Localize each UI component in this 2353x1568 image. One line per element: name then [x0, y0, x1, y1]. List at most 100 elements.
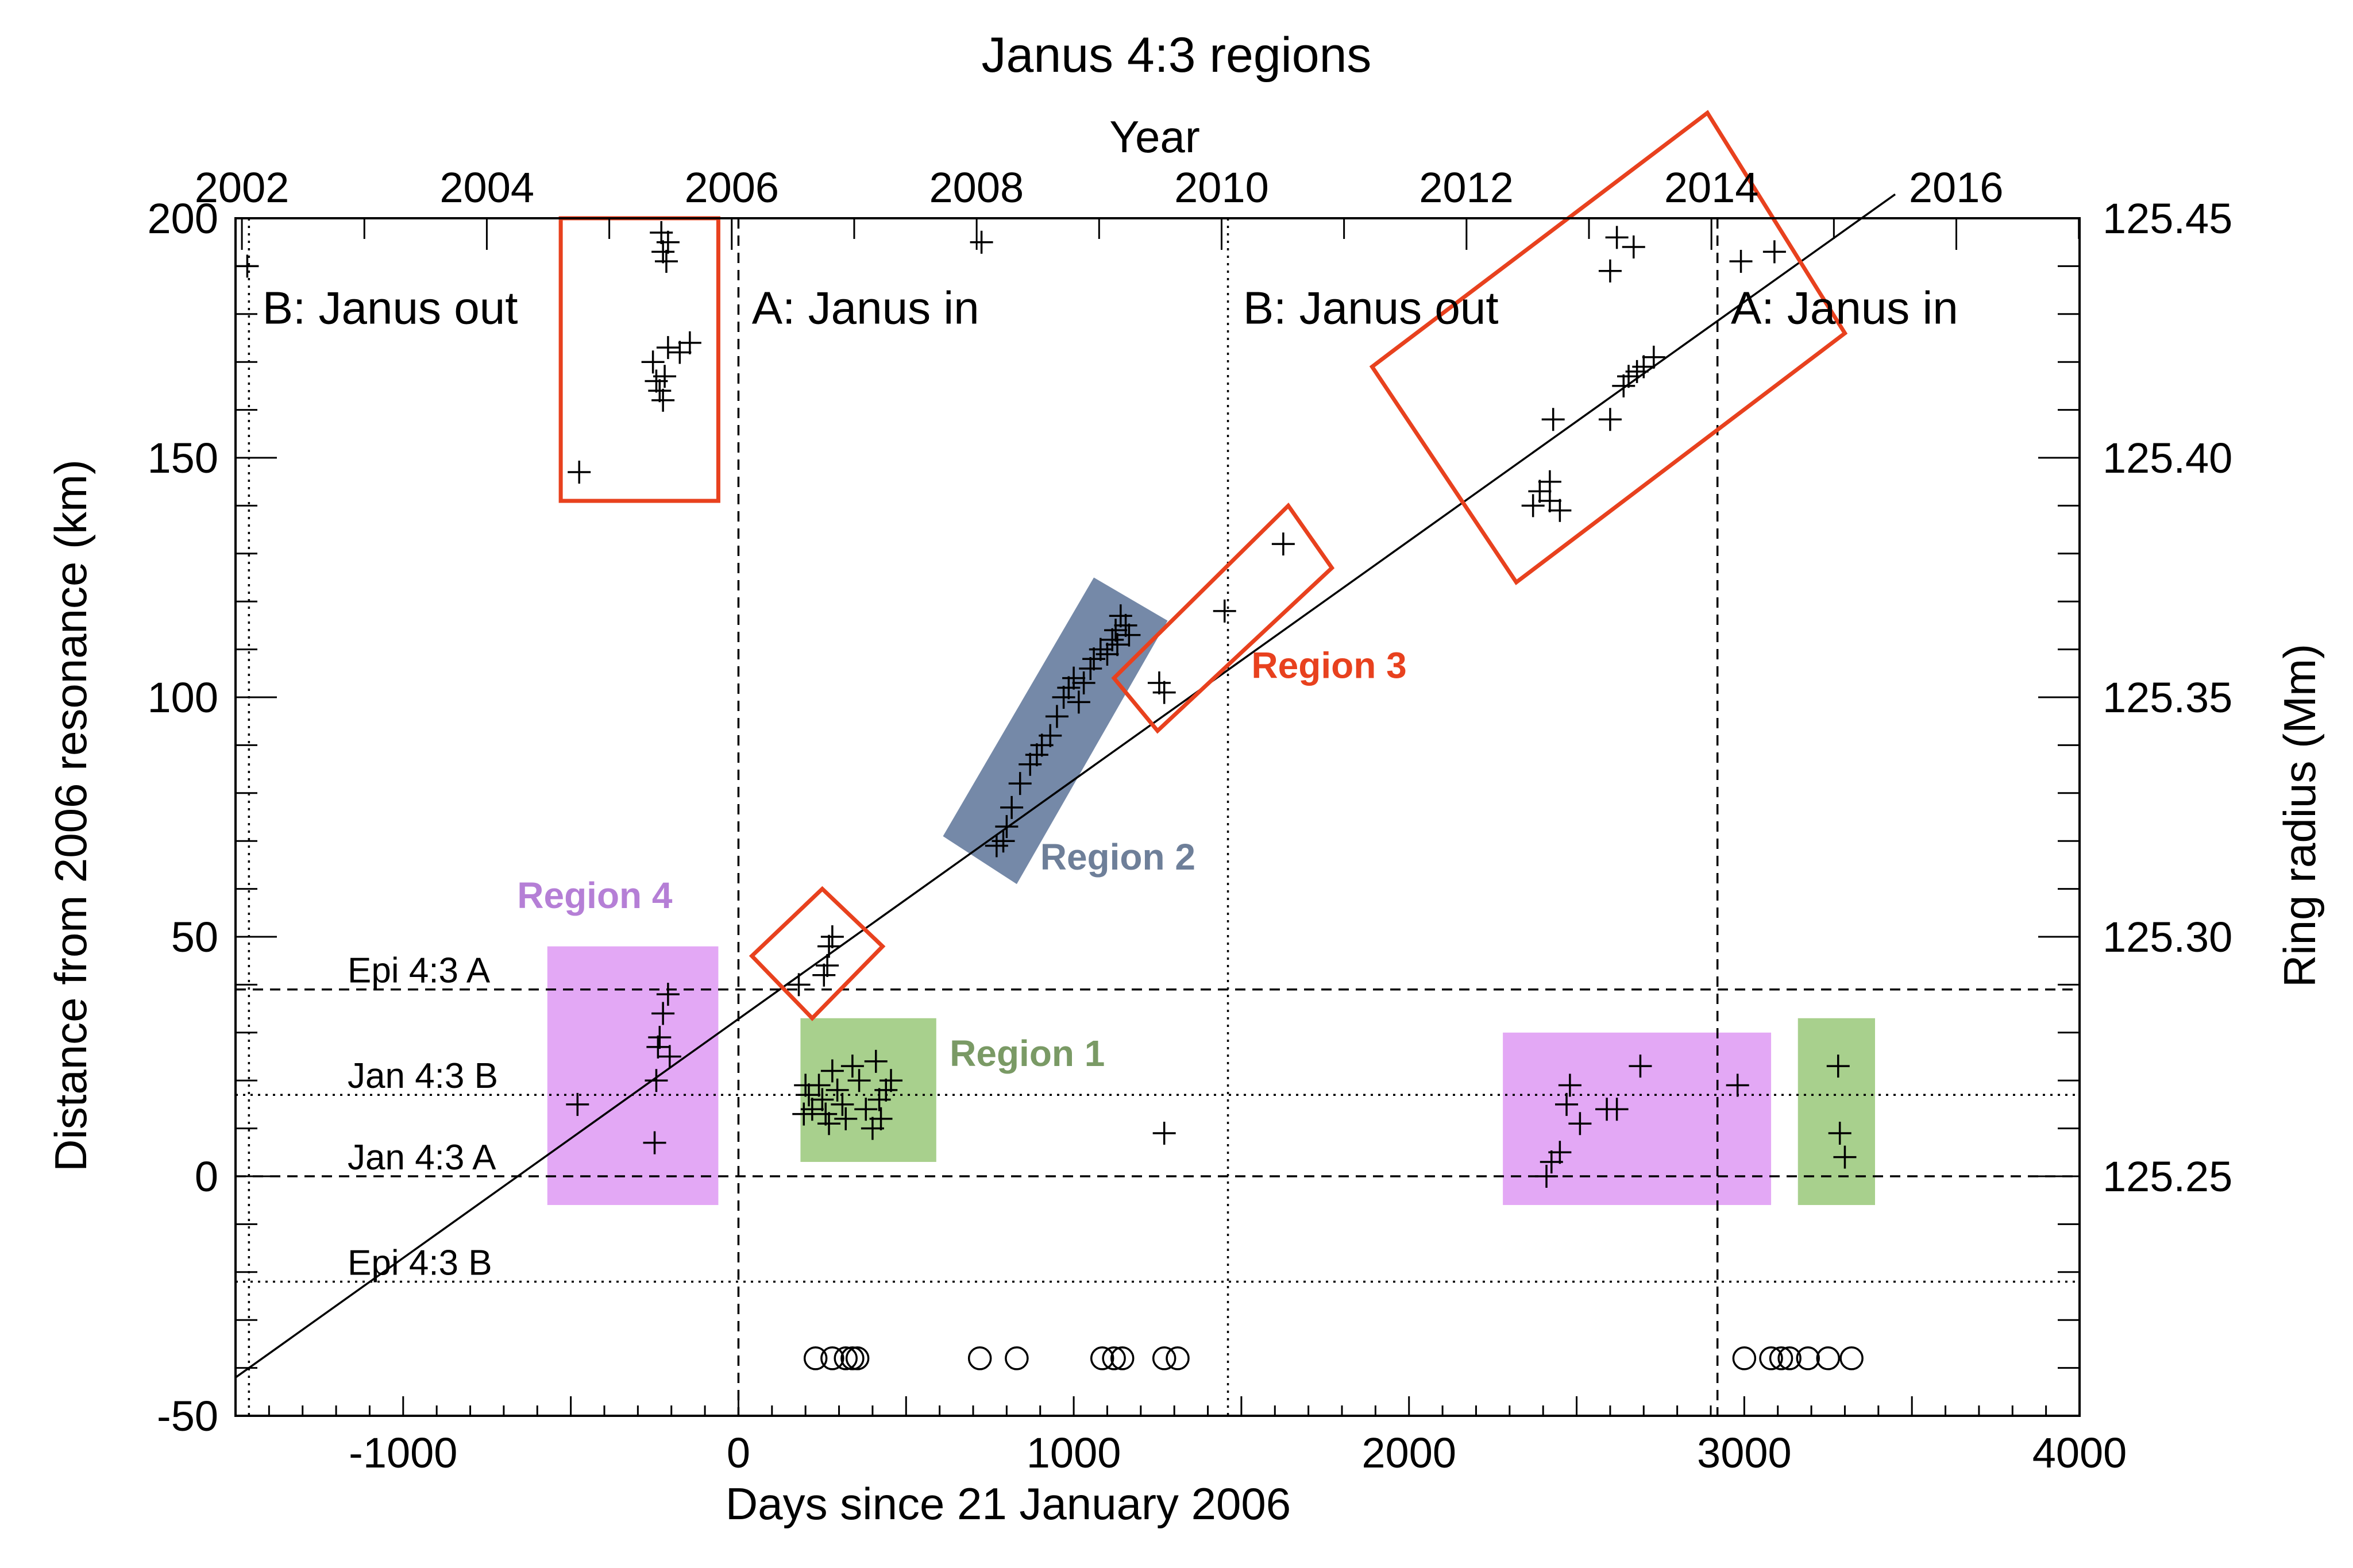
period-label-1: B: Janus out	[263, 282, 518, 333]
top-axis-label: Year	[1109, 111, 1200, 162]
data-point-plus	[1622, 235, 1645, 259]
data-point-plus	[568, 461, 591, 484]
data-point-plus	[1067, 690, 1090, 714]
region-4-label: Region 4	[517, 875, 673, 916]
data-point-plus	[648, 379, 672, 403]
data-point-plus	[656, 230, 680, 254]
data-point-plus	[880, 1069, 903, 1092]
region-3-box-2009	[1111, 502, 1335, 734]
data-point-plus	[1605, 1098, 1629, 1121]
data-point-plus	[1096, 642, 1119, 666]
right-tick-label: 125.30	[2103, 913, 2232, 961]
data-points	[236, 221, 1864, 1370]
top-tick-label: 2014	[1664, 164, 1759, 211]
data-point-plus	[1726, 1073, 1749, 1097]
data-point-plus	[650, 221, 673, 245]
y-tick-label: -50	[157, 1392, 218, 1440]
data-point-plus	[1612, 374, 1635, 397]
data-point-circle	[1816, 1346, 1841, 1370]
data-point-circle	[803, 1346, 828, 1370]
period-label-2: A: Janus in	[752, 282, 979, 333]
y-tick-label: 150	[148, 434, 218, 482]
hline-label-epi-b: Epi 4:3 B	[348, 1243, 492, 1283]
data-point-plus	[864, 1049, 888, 1073]
region-1-box-left	[800, 1018, 936, 1162]
data-point-plus	[1548, 1141, 1572, 1164]
data-point-plus	[812, 963, 836, 987]
data-point-plus	[651, 1002, 675, 1025]
right-tick-label: 125.40	[2103, 434, 2232, 482]
data-point-circle	[967, 1346, 992, 1370]
region-boxes	[547, 577, 1875, 1206]
data-point-plus	[840, 1055, 864, 1078]
data-point-plus	[1117, 623, 1141, 647]
data-point-plus	[648, 1026, 672, 1049]
data-point-plus	[854, 1098, 878, 1121]
data-point-plus	[1008, 772, 1032, 795]
data-point-circle	[1796, 1346, 1820, 1370]
data-point-plus	[641, 350, 665, 374]
data-point-plus	[566, 1092, 589, 1116]
period-label-4: A: Janus in	[1731, 282, 1958, 333]
data-point-circle	[820, 1346, 844, 1370]
data-point-plus	[826, 1078, 849, 1102]
data-point-plus	[1152, 1121, 1176, 1145]
data-point-plus	[1598, 259, 1622, 283]
data-point-plus	[656, 983, 680, 1006]
data-point-plus	[1541, 408, 1565, 431]
data-point-plus	[811, 1088, 834, 1111]
y-tick-label: 200	[148, 195, 218, 242]
data-point-plus	[1152, 681, 1176, 704]
data-point-plus	[1072, 671, 1096, 694]
right-tick-label: 125.25	[2103, 1153, 2232, 1200]
data-point-plus	[1528, 480, 1552, 503]
data-point-plus	[1045, 705, 1069, 728]
data-point-plus	[651, 388, 675, 412]
region-2-label: Region 2	[1040, 836, 1195, 878]
top-tick-label: 2010	[1174, 164, 1269, 211]
data-point-plus	[869, 1107, 893, 1130]
data-point-circle	[1102, 1346, 1126, 1370]
data-point-plus	[1828, 1121, 1851, 1145]
data-point-circle	[1732, 1346, 1757, 1370]
data-point-plus	[1642, 345, 1665, 369]
data-point-plus	[1729, 250, 1753, 273]
data-point-circle	[1005, 1346, 1029, 1370]
data-point-plus	[1025, 743, 1048, 767]
data-point-plus	[1568, 1112, 1592, 1136]
trend-line	[234, 193, 1896, 1378]
region-4-box-left	[547, 946, 719, 1206]
data-point-plus	[867, 1088, 891, 1111]
data-point-plus	[1101, 628, 1124, 651]
data-point-circle	[1777, 1346, 1802, 1370]
data-point-plus	[970, 230, 993, 254]
data-point-plus	[645, 1069, 668, 1092]
hline-label-jan-a: Jan 4:3 A	[348, 1138, 496, 1177]
top-tick-label: 2006	[684, 164, 779, 211]
region-1-box-right	[1797, 1018, 1875, 1206]
reference-lines	[234, 193, 2080, 1416]
hline-label-jan-b: Jan 4:3 B	[348, 1056, 498, 1096]
data-point-plus	[1629, 1055, 1652, 1078]
data-point-plus	[995, 815, 1019, 839]
data-point-plus	[1000, 795, 1024, 819]
data-point-plus	[651, 240, 675, 264]
region-3-outlines	[558, 110, 1848, 1021]
hline-label-epi-a: Epi 4:3 A	[348, 951, 491, 991]
data-point-circle	[840, 1346, 865, 1370]
y-axis-label: Distance from 2006 resonance (km)	[45, 459, 96, 1172]
data-point-plus	[678, 331, 701, 354]
data-point-plus	[1548, 499, 1572, 522]
data-point-plus	[1598, 408, 1622, 431]
data-point-plus	[800, 1098, 824, 1121]
data-point-plus	[847, 1069, 871, 1092]
data-point-plus	[1039, 724, 1062, 747]
data-point-plus	[654, 250, 678, 273]
data-point-circle	[1839, 1346, 1864, 1370]
top-tick-label: 2012	[1419, 164, 1514, 211]
data-point-plus	[1632, 355, 1656, 379]
data-point-plus	[1052, 686, 1075, 709]
x-tick-label: 1000	[1027, 1429, 1121, 1477]
right-axis-label: Ring radius (Mm)	[2274, 644, 2325, 987]
